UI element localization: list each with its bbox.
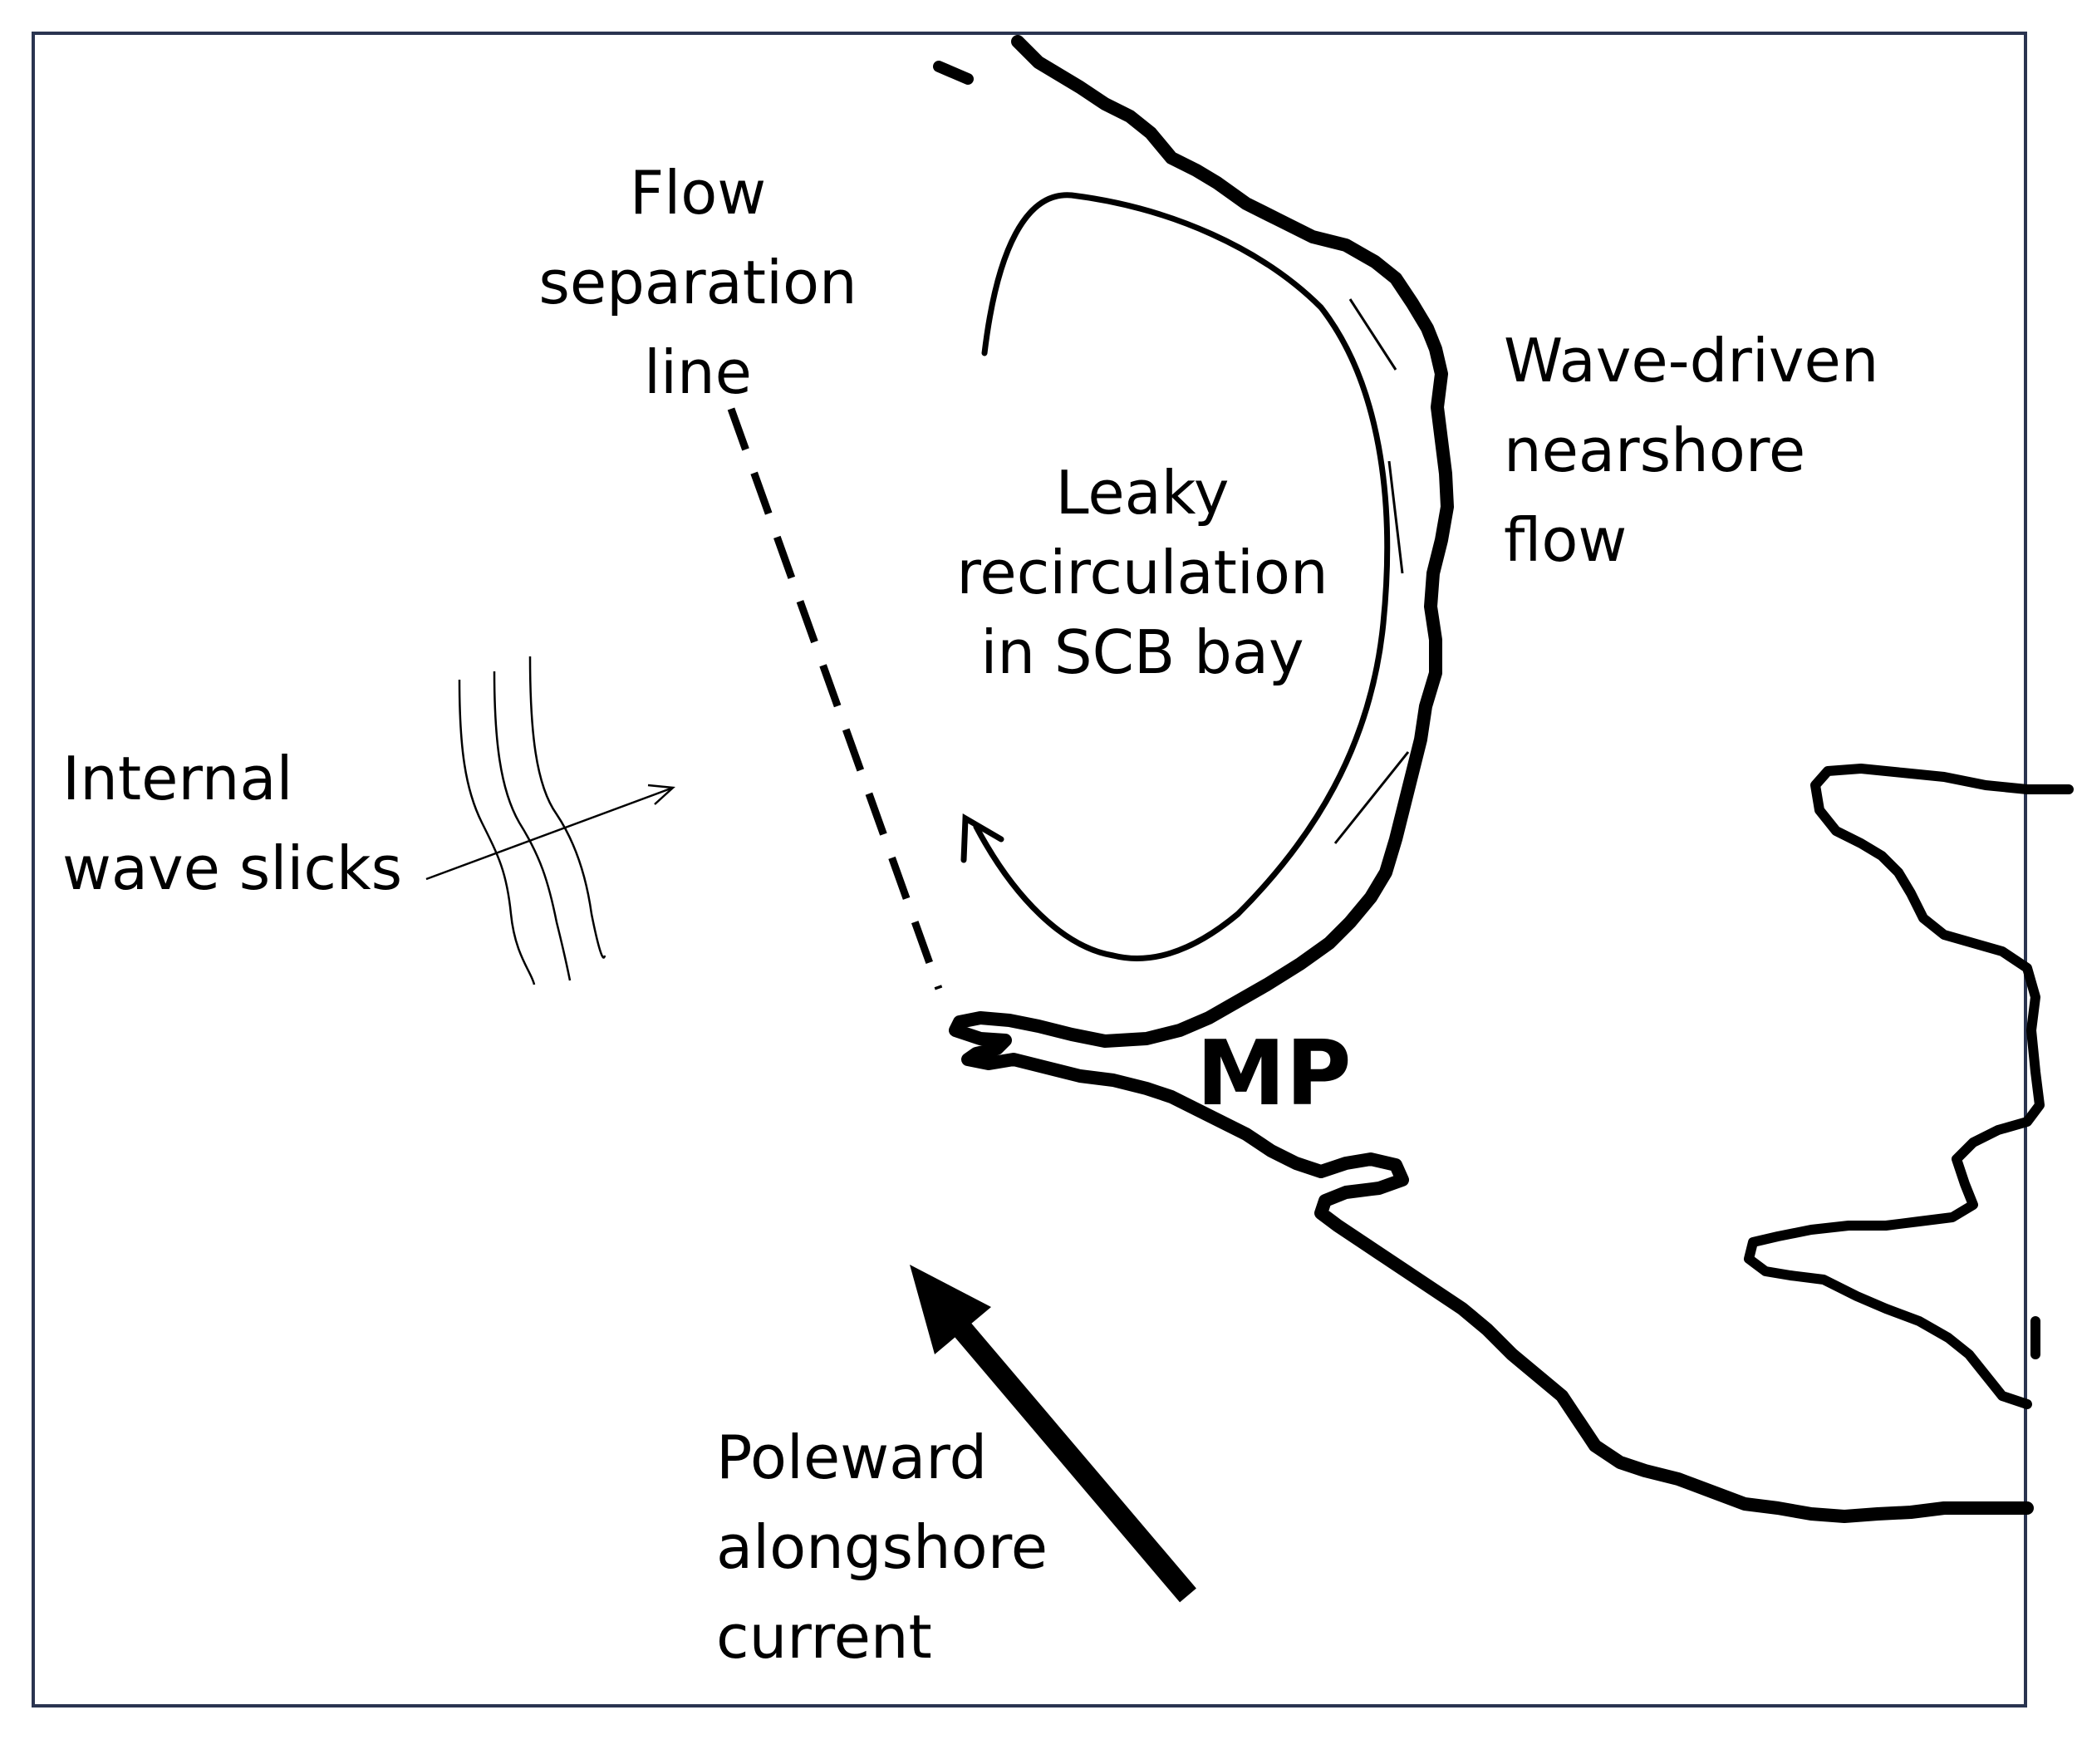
wave-slick-3 <box>528 656 606 959</box>
nearshore-arrow-1 <box>1348 298 1397 371</box>
leaky-recirculation-label: Leaky recirculation in SCB bay <box>956 458 1328 687</box>
internal-wave-direction-arrow <box>425 786 674 881</box>
coastline <box>933 35 2074 1523</box>
coastline-north-fragment <box>933 61 974 85</box>
wave-driven-label: Wave-driven nearshore flow <box>1504 326 1879 575</box>
diagram-frame <box>32 32 2027 1707</box>
internal-wave-label: Internal wave slicks <box>62 744 403 903</box>
recirculation-path <box>973 192 1391 961</box>
flow-separation-label: Flow separation line <box>538 158 857 407</box>
nearshore-arrow-3 <box>1333 751 1410 844</box>
wave-slick-2 <box>493 671 572 981</box>
internal-wave-slicks <box>425 656 675 985</box>
nearshore-arrow-2 <box>1387 460 1404 574</box>
coastline-east-inner <box>1744 764 2074 1409</box>
flow-separation-line <box>727 407 943 990</box>
poleward-current-arrow <box>910 1265 1196 1603</box>
poleward-current-label: Poleward alongshore current <box>716 1423 1048 1672</box>
nearshore-arrows <box>1333 298 1410 844</box>
recirculation-arrowhead <box>960 813 1004 863</box>
recirculation-loop <box>960 192 1391 961</box>
internal-wave-arrowhead <box>647 784 675 805</box>
wave-slick-1 <box>458 679 536 985</box>
coastline-bay-shore <box>949 35 2034 1523</box>
poleward-arrowhead <box>910 1265 991 1354</box>
mp-label: MP <box>1196 1022 1352 1126</box>
